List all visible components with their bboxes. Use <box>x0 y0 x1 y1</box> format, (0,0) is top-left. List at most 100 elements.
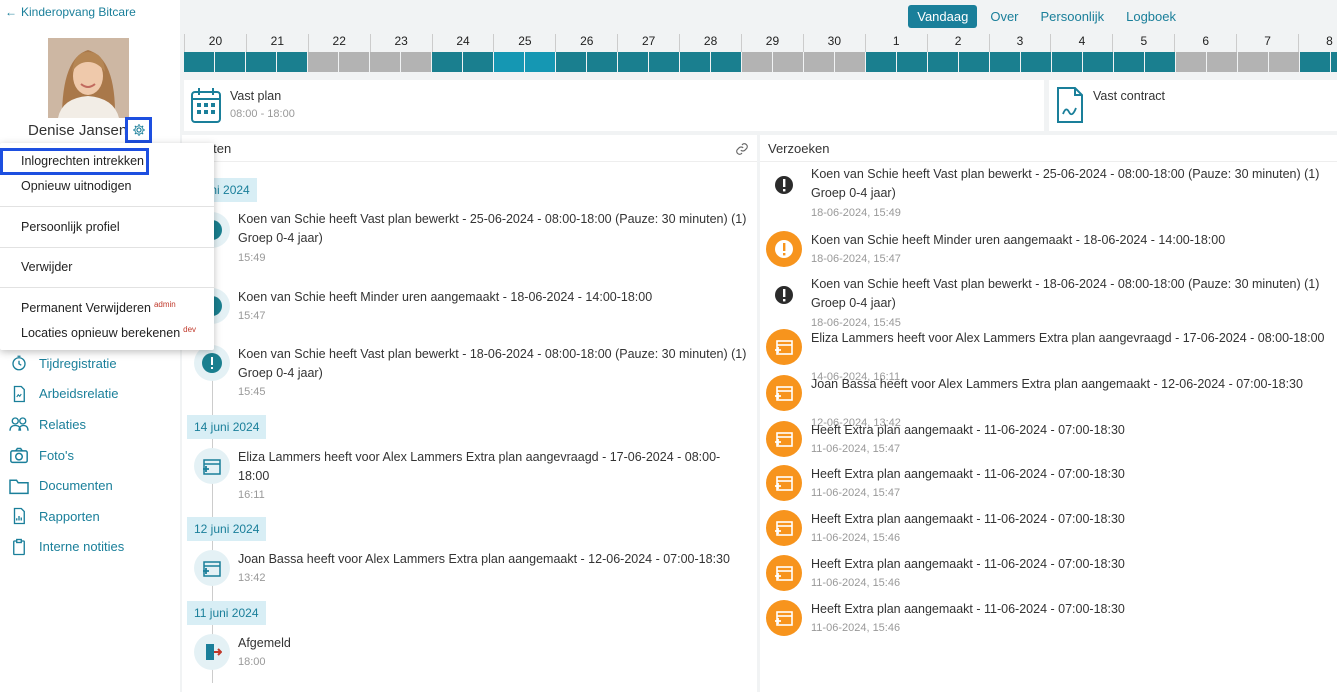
timeline-segment[interactable] <box>1021 52 1051 72</box>
request-time: 14-06-2024, 16:11 <box>811 371 901 383</box>
timeline-segment[interactable] <box>928 52 958 72</box>
nav-item-arbeidsrelatie[interactable]: Arbeidsrelatie <box>8 379 178 410</box>
nav-item-documenten[interactable]: Documenten <box>8 470 178 501</box>
nav-item-fotos[interactable]: Foto's <box>8 440 178 471</box>
request-text: Heeft Extra plan aangemaakt - 11-06-2024… <box>811 602 1125 616</box>
timeline-segment[interactable] <box>1145 52 1175 72</box>
timeline-segment[interactable] <box>1300 52 1330 72</box>
timeline-segment[interactable] <box>649 52 679 72</box>
avatar <box>48 38 129 118</box>
timeline-segment[interactable] <box>990 52 1020 72</box>
timeline-segment[interactable] <box>215 52 245 72</box>
tab-persoonlijk[interactable]: Persoonlijk <box>1040 8 1105 24</box>
request-time: 18-06-2024, 15:49 <box>811 207 901 219</box>
menu-item-permanent-delete[interactable]: Permanent Verwijderen admin <box>21 300 176 316</box>
nav-item-interne-notities[interactable]: Interne notities <box>8 532 178 563</box>
timeline-segment[interactable] <box>401 52 431 72</box>
timeline-segment[interactable] <box>1052 52 1082 72</box>
menu-item-delete[interactable]: Verwijder <box>21 260 73 274</box>
contract-title: Vast contract <box>1093 89 1166 103</box>
timeline-segment[interactable] <box>804 52 834 72</box>
calendar-plus-icon <box>766 329 802 365</box>
contract-card[interactable]: Vast contract <box>1049 80 1337 131</box>
nav-label: Relaties <box>39 416 86 432</box>
admin-badge: admin <box>153 300 176 309</box>
timeline-segment[interactable] <box>1331 52 1337 72</box>
timeline-segment[interactable] <box>246 52 276 72</box>
timeline-segment[interactable] <box>339 52 369 72</box>
timeline-segment[interactable] <box>463 52 493 72</box>
nav-label: Tijdregistratie <box>39 355 117 371</box>
timeline-segment[interactable] <box>525 52 555 72</box>
settings-button[interactable] <box>125 117 152 143</box>
request-text: Koen van Schie heeft Minder uren aangema… <box>811 233 1226 247</box>
timeline-segment[interactable] <box>618 52 648 72</box>
dev-badge: dev <box>183 325 197 334</box>
timeline-segment[interactable] <box>773 52 803 72</box>
nav-item-tijdregistratie[interactable]: Tijdregistratie <box>8 348 178 379</box>
timeline-segment[interactable] <box>835 52 865 72</box>
tab-logboek[interactable]: Logboek <box>1126 8 1176 24</box>
request-time: 11-06-2024, 15:47 <box>811 487 901 499</box>
timeline-day: 30 <box>802 34 865 52</box>
timeline-segment[interactable] <box>1176 52 1206 72</box>
timeline-segment[interactable] <box>587 52 617 72</box>
nav-item-relaties[interactable]: Relaties <box>8 409 178 440</box>
nav-label: Rapporten <box>39 508 100 524</box>
menu-item-recalculate-locations[interactable]: Locaties opnieuw berekenen dev <box>21 325 197 341</box>
timeline-segment[interactable] <box>897 52 927 72</box>
tab-over[interactable]: Over <box>990 8 1019 24</box>
nav-item-rapporten[interactable]: Rapporten <box>8 501 178 532</box>
timeline-segment[interactable] <box>680 52 710 72</box>
timeline-day: 22 <box>307 34 370 52</box>
back-link-label: Kinderopvang Bitcare <box>21 5 136 19</box>
tab-vandaag[interactable]: Vandaag <box>908 4 978 28</box>
request-time: 11-06-2024, 15:46 <box>811 577 901 589</box>
timeline-segment[interactable] <box>866 52 896 72</box>
timeline-segment[interactable] <box>1207 52 1237 72</box>
timeline-segment[interactable] <box>742 52 772 72</box>
menu-item-revoke-login[interactable]: Inlogrechten intrekken <box>21 154 144 168</box>
activity-time: 15:45 <box>238 386 266 398</box>
timeline-segment[interactable] <box>370 52 400 72</box>
requests-header: Verzoeken <box>760 135 1337 162</box>
timeline-segment[interactable] <box>494 52 524 72</box>
document-icon <box>1055 86 1085 124</box>
timeline-segment[interactable] <box>308 52 338 72</box>
timeline-segment[interactable] <box>184 52 214 72</box>
timeline-segment[interactable] <box>711 52 741 72</box>
calendar-plus-icon <box>766 510 802 546</box>
timeline-segment[interactable] <box>277 52 307 72</box>
request-time: 12-06-2024, 13:42 <box>811 417 901 429</box>
settings-dropdown-menu: Inlogrechten intrekken Opnieuw uitnodige… <box>0 143 214 350</box>
report-icon <box>8 505 30 527</box>
timeline-bars <box>184 52 1337 72</box>
timeline-segment[interactable] <box>556 52 586 72</box>
plan-time: 08:00 - 18:00 <box>230 108 295 120</box>
nav-label: Arbeidsrelatie <box>39 386 119 402</box>
divider <box>0 206 214 207</box>
timeline-day: 29 <box>741 34 803 52</box>
plan-card[interactable]: Vast plan 08:00 - 18:00 <box>184 80 1044 131</box>
timeline-day: 21 <box>245 34 308 52</box>
timeline-segment[interactable] <box>1114 52 1144 72</box>
menu-item-personal-profile[interactable]: Persoonlijk profiel <box>21 220 120 234</box>
menu-item-reinvite[interactable]: Opnieuw uitnodigen <box>21 179 132 193</box>
timeline-segment[interactable] <box>1238 52 1268 72</box>
request-text: Heeft Extra plan aangemaakt - 11-06-2024… <box>811 467 1125 481</box>
alert-icon <box>766 277 802 313</box>
back-link[interactable]: ← Kinderopvang Bitcare <box>5 5 136 19</box>
timeline-segment[interactable] <box>1083 52 1113 72</box>
activities-panel: viteiten juni 2024 Koen van Schie heeft … <box>182 135 757 692</box>
top-nav: Vandaag Over Persoonlijk Logboek <box>908 0 1337 32</box>
request-time: 11-06-2024, 15:46 <box>811 532 901 544</box>
calendar-plus-icon <box>766 375 802 411</box>
request-text: Heeft Extra plan aangemaakt - 11-06-2024… <box>811 557 1125 571</box>
request-time: 18-06-2024, 15:45 <box>811 317 901 329</box>
activity-text: Koen van Schie heeft Minder uren aangema… <box>238 290 653 304</box>
link-icon[interactable] <box>735 142 749 156</box>
timeline-segment[interactable] <box>959 52 989 72</box>
timeline-segment[interactable] <box>432 52 462 72</box>
timeline-segment[interactable] <box>1269 52 1299 72</box>
timeline-day: 28 <box>679 34 741 52</box>
